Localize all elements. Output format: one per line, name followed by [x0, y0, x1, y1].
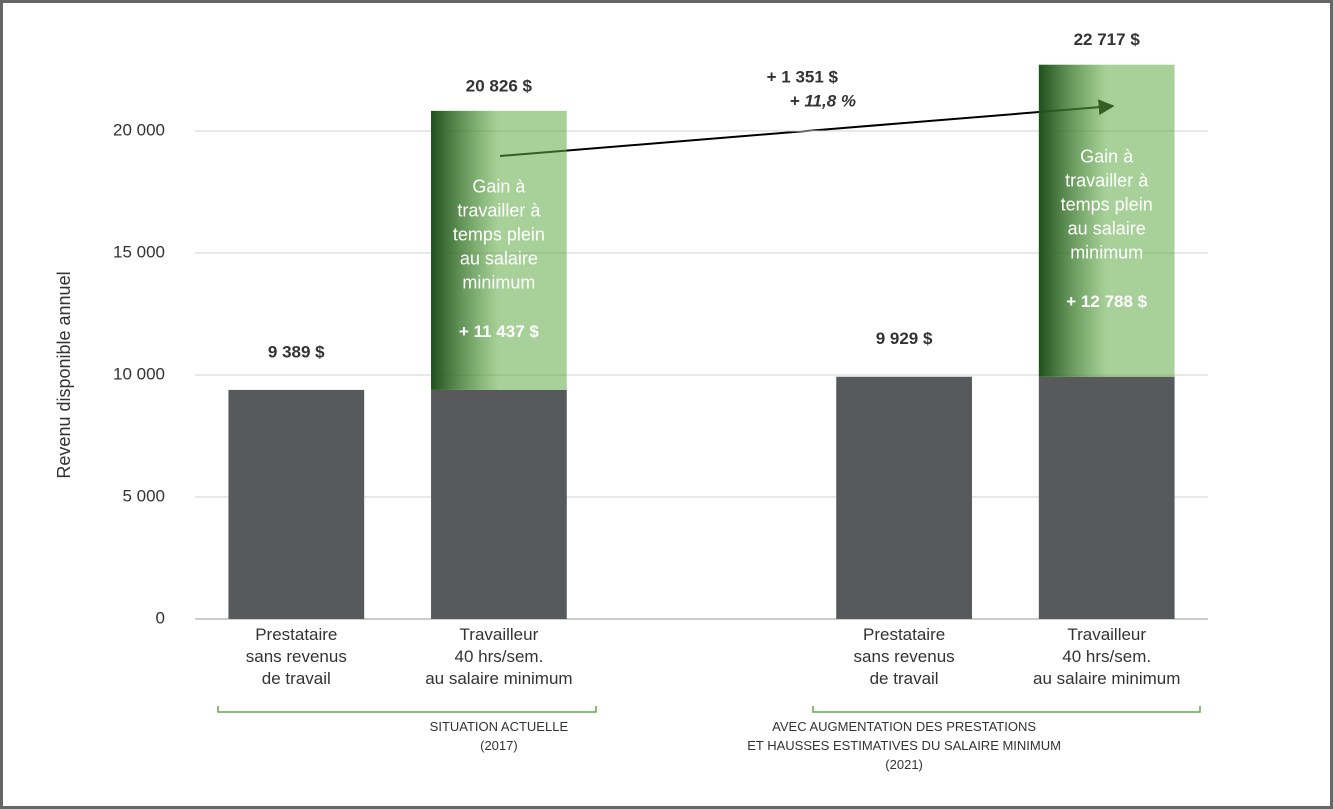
- total-label: 20 826 $: [466, 76, 533, 95]
- x-tick-label: Prestataire sans revenus de travail: [246, 625, 347, 688]
- group-label: SITUATION ACTUELLE (2017): [430, 719, 569, 753]
- bar-segment: [1038, 64, 1175, 377]
- annotation: + 1 351 $: [767, 67, 839, 86]
- value-label: 9 389 $: [268, 342, 325, 361]
- bar-segment: [431, 389, 567, 619]
- segment-name: Gain à travailler à temps plein au salaire m…: [453, 176, 545, 292]
- group-bracket: [217, 706, 597, 713]
- bar-segment: [228, 389, 365, 619]
- y-tick-label: 10 000: [113, 364, 165, 383]
- y-tick-label: 15 000: [113, 242, 165, 261]
- y-tick-label: 20 000: [113, 120, 165, 139]
- group-bracket: [812, 706, 1201, 713]
- x-tick-label: Prestataire sans revenus de travail: [854, 625, 955, 688]
- segment-name: Gain à travailler à temps plein au salaire m…: [1061, 146, 1153, 262]
- value-label: 9 929 $: [876, 329, 933, 348]
- value-label: + 11 437 $: [459, 322, 539, 341]
- y-tick-label: 0: [156, 608, 165, 627]
- group-label: AVEC AUGMENTATION DES PRESTATIONS ET HAUS…: [747, 719, 1061, 772]
- x-tick-label: Travailleur 40 hrs/sem. au salaire minimum: [1033, 625, 1180, 688]
- bar-segment: [1038, 376, 1175, 619]
- y-axis-label: Revenu disponible annuel: [54, 271, 74, 478]
- value-label: + 12 788 $: [1066, 292, 1147, 311]
- x-tick-label: Travailleur 40 hrs/sem. au salaire minimum: [425, 625, 572, 688]
- bar-segment: [431, 110, 567, 390]
- annotation: + 11,8 %: [790, 91, 856, 110]
- bar-segment: [836, 376, 972, 619]
- y-tick-label: 5 000: [122, 486, 165, 505]
- total-label: 22 717 $: [1074, 30, 1141, 49]
